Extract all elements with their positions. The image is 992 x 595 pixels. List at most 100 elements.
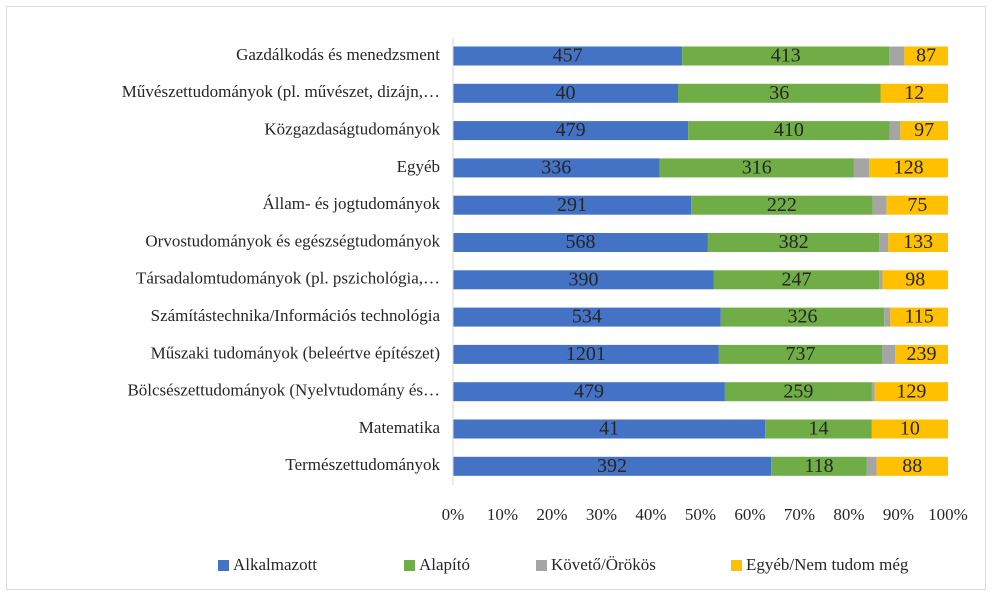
bar-segment <box>453 270 714 290</box>
bar-segment <box>678 83 881 103</box>
bar-segment <box>765 419 872 439</box>
bar-segment <box>453 158 660 178</box>
bar-segment <box>453 419 766 439</box>
bar-segment <box>879 233 889 252</box>
bar-segment <box>890 307 948 327</box>
bar-segment <box>853 158 870 178</box>
legend-swatch <box>536 560 547 571</box>
data-label: 291 <box>557 194 587 216</box>
category-label: Közgazdaságtudományok <box>264 120 440 139</box>
bar-segment <box>453 233 708 252</box>
x-tick-label: 40% <box>635 505 666 524</box>
bar-segment <box>707 233 880 252</box>
data-label: 115 <box>905 306 934 328</box>
data-label: 14 <box>809 418 829 440</box>
data-label: 1201 <box>566 343 606 365</box>
data-label: 336 <box>541 156 571 178</box>
data-label: 88 <box>902 455 922 477</box>
x-tick-label: 70% <box>784 505 815 524</box>
bar-segment <box>888 233 948 252</box>
bar-segment <box>659 158 854 178</box>
category-label: Műszaki tudományok (beleértve építészet) <box>151 343 440 362</box>
bar-segment <box>872 195 887 215</box>
chart-border <box>6 6 986 590</box>
data-label: 239 <box>907 343 937 365</box>
data-label: 129 <box>896 380 926 402</box>
bar-segment <box>904 46 948 66</box>
bar-segment <box>682 46 890 66</box>
x-tick-label: 30% <box>586 505 617 524</box>
bar-segment <box>453 121 689 141</box>
bar-segment <box>882 344 896 364</box>
data-label: 479 <box>556 119 586 141</box>
bar-segment <box>866 456 877 476</box>
bar-segment <box>691 195 873 215</box>
data-label: 457 <box>553 45 583 67</box>
bar-segment <box>453 195 692 215</box>
data-label: 97 <box>914 119 934 141</box>
legend-label: Alkalmazott <box>233 555 317 574</box>
data-label: 534 <box>572 306 602 328</box>
bar-segment <box>900 121 948 141</box>
legend-swatch <box>218 560 229 571</box>
data-label: 98 <box>905 268 925 290</box>
bar-segment <box>718 344 883 364</box>
x-tick-label: 50% <box>685 505 716 524</box>
category-label: Számítástechnika/Információs technológia <box>151 306 441 325</box>
bar-segment <box>880 83 948 103</box>
data-label: 737 <box>785 343 815 365</box>
legend-label: Egyéb/Nem tudom még <box>746 555 909 574</box>
data-label: 12 <box>904 82 924 104</box>
category-label: Társadalomtudományok (pl. pszichológia,… <box>136 269 440 288</box>
bar-segment <box>886 195 948 215</box>
bar-segment <box>720 307 885 327</box>
category-label: Gazdálkodás és menedzsment <box>236 45 440 64</box>
x-tick-label: 100% <box>928 505 968 524</box>
data-label: 568 <box>565 231 595 253</box>
x-tick-label: 20% <box>536 505 567 524</box>
bar-segment <box>895 344 948 364</box>
bar-segment <box>889 46 905 66</box>
bar-segment <box>884 307 891 327</box>
bar-segment <box>871 419 948 439</box>
category-label: Orvostudományok és egészségtudományok <box>145 231 440 250</box>
bar-segment <box>771 456 867 476</box>
bar-segment <box>869 158 948 178</box>
bar-segment <box>453 83 678 103</box>
data-label: 75 <box>907 194 927 216</box>
data-label: 36 <box>769 82 789 104</box>
data-label: 10 <box>900 418 920 440</box>
bar-segment <box>724 382 872 402</box>
data-label: 128 <box>894 156 924 178</box>
bar-segment <box>879 270 883 290</box>
bar-segment <box>882 270 948 290</box>
data-label: 40 <box>556 82 576 104</box>
bar-segment <box>453 46 683 66</box>
data-label: 41 <box>599 418 619 440</box>
legend-swatch <box>404 560 415 571</box>
data-label: 247 <box>781 268 811 290</box>
data-label: 326 <box>788 306 818 328</box>
category-label: Matematika <box>359 418 441 437</box>
bar-segment <box>453 307 721 327</box>
data-label: 118 <box>804 455 833 477</box>
legend-label: Alapító <box>419 555 470 574</box>
data-label: 259 <box>783 380 813 402</box>
data-label: 316 <box>742 156 772 178</box>
bar-segment <box>453 456 772 476</box>
x-tick-label: 0% <box>442 505 465 524</box>
x-tick-label: 80% <box>833 505 864 524</box>
x-tick-label: 90% <box>883 505 914 524</box>
legend-swatch <box>731 560 742 571</box>
bar-segment <box>876 456 948 476</box>
bar-segment <box>889 121 901 141</box>
data-label: 382 <box>779 231 809 253</box>
bar-segment <box>453 344 719 364</box>
data-label: 479 <box>574 380 604 402</box>
data-label: 410 <box>774 119 804 141</box>
data-label: 222 <box>767 194 797 216</box>
data-label: 87 <box>916 45 936 67</box>
x-tick-label: 60% <box>734 505 765 524</box>
bar-segment <box>453 382 725 402</box>
